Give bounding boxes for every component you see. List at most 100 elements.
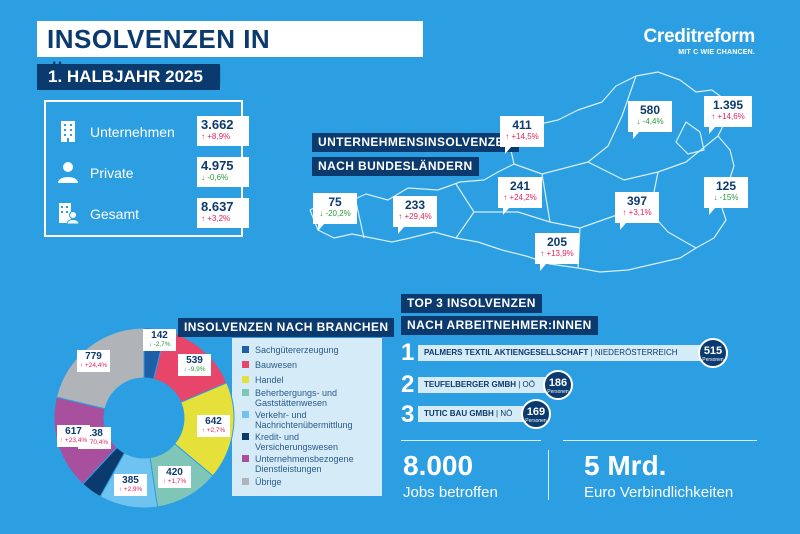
employees-unit: Personen [525, 418, 547, 424]
branch-change-text: +70,4% [85, 439, 109, 446]
branch-value: 142 [151, 330, 168, 341]
region-change-text: +14,5% [511, 132, 539, 141]
region-change-text: +3,1% [628, 208, 652, 217]
region-value: 241 [509, 179, 531, 193]
rank-number: 2 [401, 371, 415, 398]
branch-value: 539 [186, 355, 203, 366]
branch-value: 138 [86, 428, 103, 439]
region-change: ↓ -15% [713, 193, 739, 202]
branch-value: 617 [65, 426, 82, 437]
summary-row-private: Private 4.975 ↓ -0,6% [56, 157, 249, 187]
period-label: 1. HALBJAHR 2025 [37, 64, 220, 90]
total-icon [59, 203, 80, 225]
legend-label: Handel [255, 375, 284, 385]
top3-bar: TEUFELBERGER GMBH | OÖ [418, 377, 550, 393]
region-value: 411 [512, 118, 532, 132]
region-change: ↑ +29,4% [398, 212, 432, 221]
summary-value: 4.975 [201, 158, 234, 173]
legend-swatch [242, 346, 249, 353]
region-callout: 75 ↓ -20,2% [313, 193, 357, 231]
legend-swatch [242, 389, 249, 396]
rank-number: 3 [401, 401, 415, 428]
region-value: 75 [328, 195, 342, 209]
map-title-line1: UNTERNEHMENSINSOLVENZEN [312, 133, 519, 152]
company-region: NÖ [500, 409, 513, 418]
region-callout: 580 ↓ -4,4% [628, 101, 672, 139]
region-change-text: -4,4% [642, 117, 664, 126]
branch-change: ↓ -9,9% [183, 366, 206, 373]
region-callout: 397 ↑ +3,1% [615, 192, 659, 230]
summary-panel: Unternehmen 3.662 ↑ +8,9% Private 4.975 … [44, 100, 249, 237]
arrow-up-icon: ↑ [201, 132, 205, 141]
arrow-down-icon: ↓ [201, 173, 205, 182]
company-name: TUTIC BAU GMBH [424, 409, 494, 418]
legend-label: Unternehmensbezogene Dienstleistungen [255, 454, 354, 474]
fact-number: 8.000 [403, 450, 474, 481]
summary-value-box: 8.637 ↑ +3,2% [197, 198, 249, 228]
branch-value-label: 385 ↑ +2,9% [114, 474, 147, 496]
branch-value-label: 539 ↓ -9,9% [178, 354, 211, 376]
map-title-line2: NACH BUNDESLÄNDERN [312, 157, 479, 176]
branch-value: 385 [122, 475, 139, 486]
employees-badge: 186 Personen [543, 370, 573, 400]
branch-change-text: +2,9% [123, 486, 143, 493]
region-callout: 411 ↑ +14,5% [500, 116, 544, 154]
legend-label: Sachgütererzeugung [255, 345, 339, 355]
employees-badge: 169 Personen [521, 399, 551, 429]
top3-title-line2: NACH ARBEITNEHMER:INNEN [401, 316, 598, 335]
region-change-text: +13,9% [546, 249, 574, 258]
company-region: OÖ [522, 380, 535, 389]
branch-title: INSOLVENZEN NACH BRANCHEN [178, 318, 395, 337]
branch-change-text: +24,4% [84, 362, 108, 369]
building-icon [61, 121, 75, 142]
legend-label: Übrige [255, 477, 282, 487]
region-callout: 125 ↓ -15% [704, 177, 748, 215]
region-value: 205 [546, 235, 568, 249]
top3-bar: PALMERS TEXTIL AKTIENGESELLSCHAFT | NIED… [418, 345, 708, 361]
summary-change: ↑ +8,9% [197, 132, 249, 141]
divider [401, 440, 541, 441]
region-callout: 233 ↑ +29,4% [393, 196, 437, 234]
employees-count: 515 [703, 345, 723, 357]
legend-label: Beherbergungs- und Gaststättenwesen [255, 388, 338, 408]
branch-value-label: 420 ↑ +1,7% [158, 466, 191, 488]
branch-change: ↑ +23,4% [59, 437, 88, 444]
branch-change-text: -2,7% [153, 341, 171, 348]
branch-value-label: 617 ↑ +23,4% [57, 425, 90, 447]
creditreform-logo: Creditreform MIT C WIE CHANCEN. [643, 26, 756, 56]
region-value: 125 [715, 179, 737, 193]
region-change-text: +14,6% [717, 112, 745, 121]
region-change: ↑ +14,5% [505, 132, 539, 141]
top3-bar: TUTIC BAU GMBH | NÖ [418, 406, 528, 422]
fact-label: Euro Verbindlichkeiten [584, 484, 734, 501]
summary-label: Gesamt [90, 206, 140, 222]
map-border [355, 201, 365, 239]
employees-unit: Personen [547, 389, 569, 395]
branch-change: ↓ -2,7% [148, 341, 171, 348]
divider [563, 440, 757, 441]
region-change-text: +24,2% [509, 193, 537, 202]
summary-value-box: 3.662 ↑ +8,9% [197, 116, 249, 146]
legend-swatch [242, 478, 249, 485]
branch-change-text: +2,7% [206, 427, 226, 434]
rank-number: 1 [401, 339, 415, 366]
region-value: 397 [626, 194, 648, 208]
region-change-text: +29,4% [404, 212, 432, 221]
region-change: ↑ +24,2% [503, 193, 537, 202]
region-value: 1.395 [712, 98, 744, 112]
branch-value-label: 642 ↑ +2,7% [197, 415, 230, 437]
logo-name: Creditreform [643, 26, 756, 47]
map-border [474, 211, 581, 229]
region-value: 580 [639, 103, 661, 117]
summary-change: ↓ -0,6% [197, 173, 249, 182]
summary-change-text: -0,6% [207, 173, 229, 182]
legend-swatch [242, 455, 249, 462]
summary-change-text: +3,2% [207, 214, 231, 223]
branch-change: ↑ +1,7% [162, 478, 187, 485]
arrow-up-icon: ↑ [201, 214, 205, 223]
map-border [455, 183, 475, 239]
employees-count: 186 [548, 377, 568, 389]
region-change: ↑ +13,9% [540, 249, 574, 258]
page-title: INSOLVENZEN IN ÖSTERREICH [37, 21, 423, 90]
region-change-text: -15% [719, 193, 739, 202]
